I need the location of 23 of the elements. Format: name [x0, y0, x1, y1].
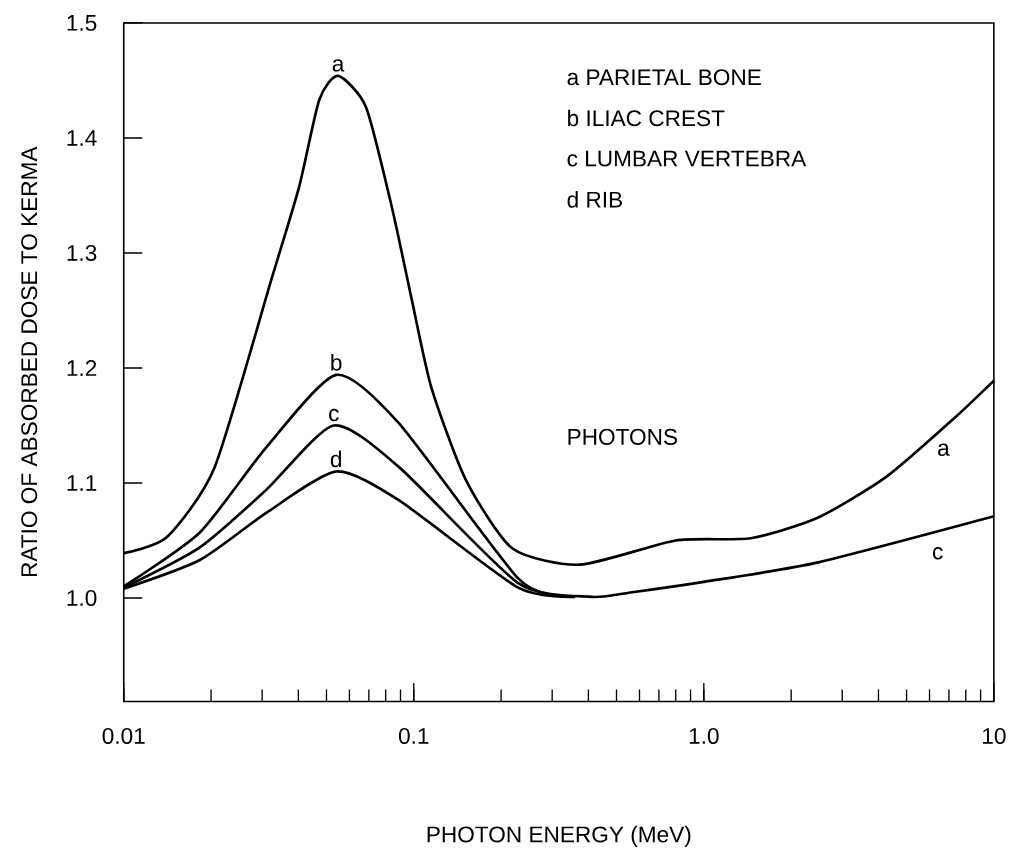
annotation: b ILIAC CREST: [568, 109, 725, 127]
y-tick-label: 1.1: [67, 475, 97, 491]
series-label: c: [329, 408, 339, 422]
series-label: a: [332, 59, 345, 72]
annotation: a PARIETAL BONE: [567, 69, 761, 86]
annotation: c LUMBAR VERTEBRA: [567, 150, 807, 167]
annotation: PHOTONS: [568, 428, 678, 445]
series-label: b: [331, 353, 342, 371]
x-tick-label: 10: [983, 727, 1006, 744]
x-tick-label: 0.01: [102, 727, 145, 744]
y-axis-title: RATIO OF ABSORBED DOSE TO KERMA: [21, 146, 38, 576]
annotation: a: [938, 443, 950, 456]
x-tick-label: 0.1: [398, 727, 429, 744]
y-tick-label: 1.0: [67, 589, 97, 606]
y-tick-label: 1.4: [67, 129, 97, 146]
annotation: c: [932, 546, 943, 560]
series-label: d: [330, 450, 341, 468]
y-tick-label: 1.2: [67, 359, 97, 376]
x-tick-label: 1.0: [689, 727, 719, 744]
annotation: d RIB: [567, 190, 622, 208]
y-tick-label: 1.5: [67, 14, 97, 31]
y-tick-label: 1.3: [67, 244, 97, 261]
x-axis-title: PHOTON ENERGY (MeV): [427, 825, 691, 847]
